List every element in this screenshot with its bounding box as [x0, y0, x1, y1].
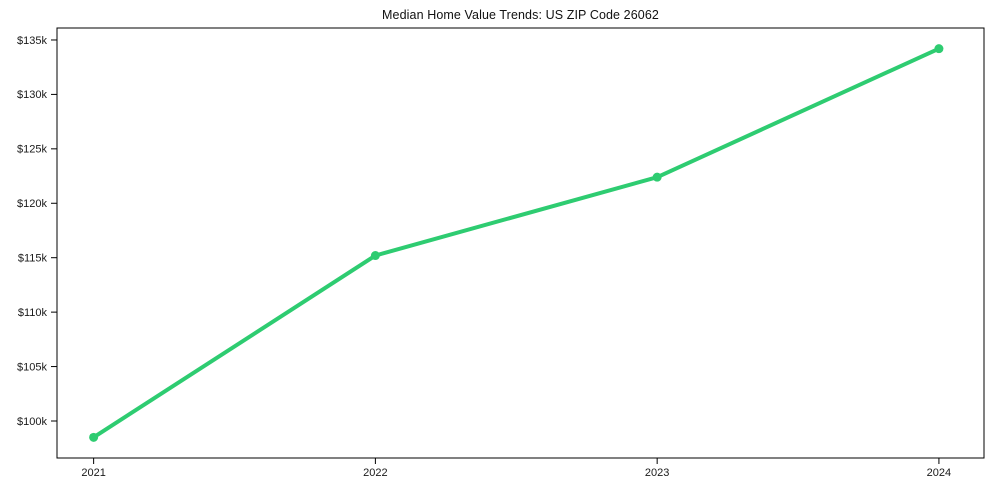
x-tick-label: 2021 [81, 467, 105, 479]
y-tick-label: $120k [17, 198, 47, 210]
x-tick-label: 2024 [927, 467, 951, 479]
data-point-marker [934, 44, 944, 54]
y-tick-label: $115k [18, 252, 48, 264]
y-tick-label: $100k [17, 416, 47, 428]
data-point-marker [89, 432, 99, 442]
x-tick-label: 2022 [363, 467, 387, 479]
y-tick-label: $125k [17, 144, 47, 156]
y-tick-label: $130k [17, 89, 47, 101]
plot-border [56, 27, 985, 459]
y-tick-label: $110k [18, 307, 48, 319]
chart-title: Median Home Value Trends: US ZIP Code 26… [382, 8, 659, 22]
line-series [91, 46, 941, 440]
data-point-marker [652, 172, 662, 182]
x-tick-label: 2023 [645, 467, 669, 479]
y-tick-label: $135k [17, 35, 47, 47]
data-point-marker [370, 251, 380, 261]
y-tick-label: $105k [17, 361, 47, 373]
